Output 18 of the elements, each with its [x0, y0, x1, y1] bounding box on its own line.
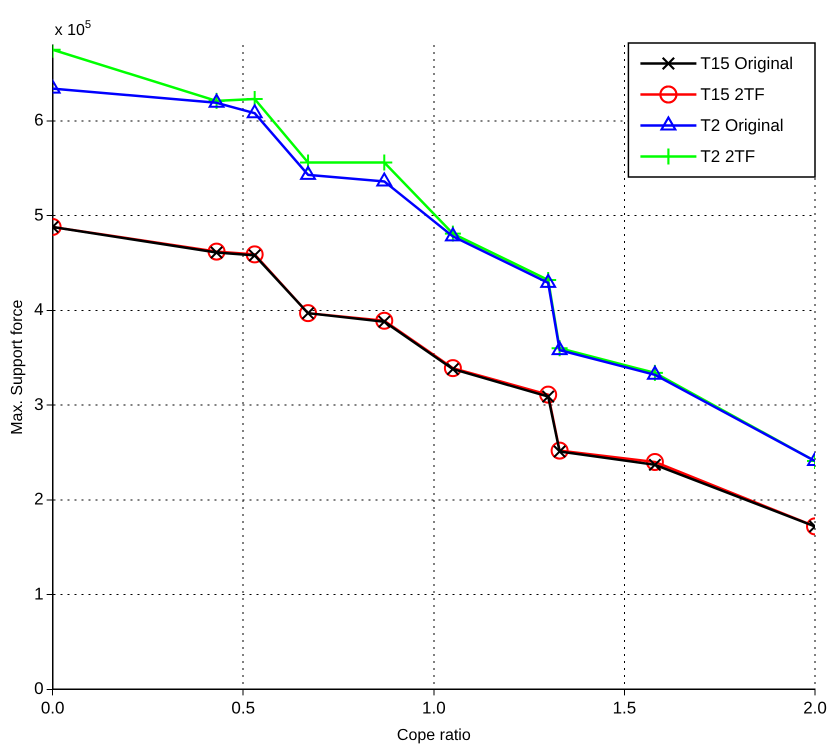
legend-label: T15 2TF — [700, 85, 765, 104]
legend-label: T2 2TF — [700, 147, 756, 166]
y-tick-label: 2 — [34, 490, 44, 509]
x-tick-label: 1.0 — [422, 698, 446, 718]
y-tick-label: 4 — [34, 300, 44, 320]
x-tick-label: 2.0 — [803, 698, 827, 718]
y-tick-label: 0 — [34, 679, 44, 698]
y-tick-label: 6 — [34, 110, 44, 130]
x-tick-label: 0.0 — [40, 698, 64, 718]
x-tick-label: 1.5 — [612, 698, 636, 718]
y-tick-label: 1 — [34, 584, 44, 604]
x-axis-title: Cope ratio — [396, 726, 471, 744]
legend-label: T15 Original — [700, 54, 794, 74]
y-axis-title: Max. Support force — [9, 300, 26, 435]
legend-label: T2 Original — [700, 116, 784, 136]
y-tick-label: 5 — [34, 205, 44, 224]
x-tick-label: 0.5 — [231, 698, 256, 718]
y-tick-label: 3 — [34, 394, 44, 414]
